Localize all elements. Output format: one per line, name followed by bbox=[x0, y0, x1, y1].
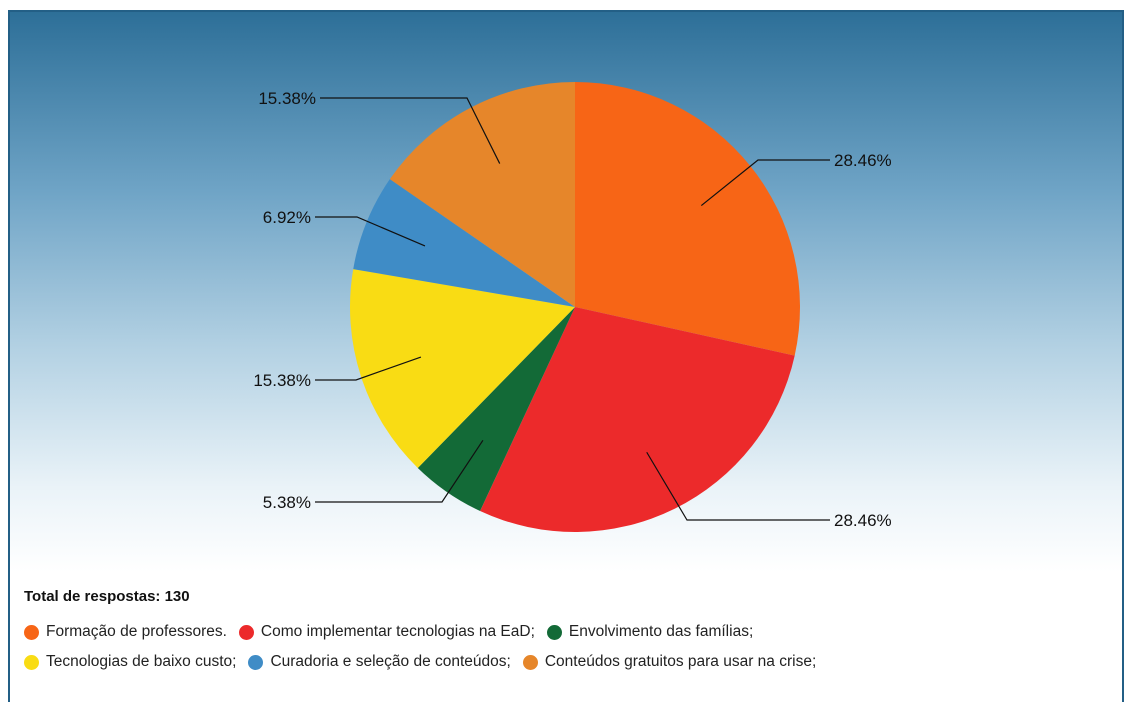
legend-row-1: Formação de professores. Como implementa… bbox=[24, 617, 1116, 647]
data-label: 28.46% bbox=[834, 151, 892, 170]
data-label: 15.38% bbox=[253, 371, 311, 390]
legend-item: Curadoria e seleção de conteúdos; bbox=[248, 653, 511, 671]
pie-slice bbox=[350, 269, 575, 468]
pie-slice bbox=[417, 307, 575, 511]
legend-swatch bbox=[248, 654, 264, 670]
leader-line bbox=[700, 159, 830, 207]
total-responses: Total de respostas: 130 bbox=[24, 588, 190, 605]
legend-item: Conteúdos gratuitos para usar na crise; bbox=[522, 653, 817, 671]
leader-line bbox=[315, 356, 422, 381]
chart-footer: Total de respostas: 130 Formação de prof… bbox=[24, 588, 1116, 677]
legend-label: Conteúdos gratuitos para usar na crise; bbox=[544, 653, 817, 670]
legend-item: Envolvimento das famílias; bbox=[546, 623, 754, 641]
legend-label: Formação de professores. bbox=[46, 623, 227, 640]
pie-chart: 28.46% 28.46% 5.38% 15.38% 6.92% 15.38% bbox=[253, 82, 892, 532]
pie-slice bbox=[575, 82, 800, 356]
legend-label: Curadoria e seleção de conteúdos; bbox=[270, 653, 511, 670]
pie-slice bbox=[389, 82, 575, 307]
legend-item: Formação de professores. bbox=[24, 623, 227, 641]
legend-swatch bbox=[24, 654, 39, 670]
data-label: 28.46% bbox=[834, 511, 892, 530]
legend-label: Envolvimento das famílias; bbox=[568, 623, 754, 640]
data-label: 15.38% bbox=[258, 89, 316, 108]
data-label: 5.38% bbox=[263, 493, 311, 512]
leader-line bbox=[320, 97, 501, 164]
leader-line bbox=[646, 451, 830, 521]
legend-label: Como implementar tecnologias na EaD; bbox=[260, 623, 535, 640]
pie-slice bbox=[480, 307, 795, 532]
legend-swatch bbox=[24, 624, 39, 640]
legend-item: Tecnologias de baixo custo; bbox=[24, 653, 236, 671]
legend-row-2: Tecnologias de baixo custo; Curadoria e … bbox=[24, 647, 1116, 677]
legend-label: Tecnologias de baixo custo; bbox=[46, 653, 237, 670]
legend-swatch bbox=[546, 624, 562, 640]
data-label: 6.92% bbox=[263, 208, 311, 227]
legend-swatch bbox=[238, 624, 254, 640]
legend-swatch bbox=[522, 654, 538, 670]
leader-line bbox=[315, 216, 426, 247]
chart-frame: 28.46% 28.46% 5.38% 15.38% 6.92% 15.38% bbox=[8, 10, 1124, 702]
pie-slice bbox=[353, 179, 575, 307]
legend-item: Como implementar tecnologias na EaD; bbox=[238, 623, 535, 641]
leader-line bbox=[315, 439, 484, 503]
